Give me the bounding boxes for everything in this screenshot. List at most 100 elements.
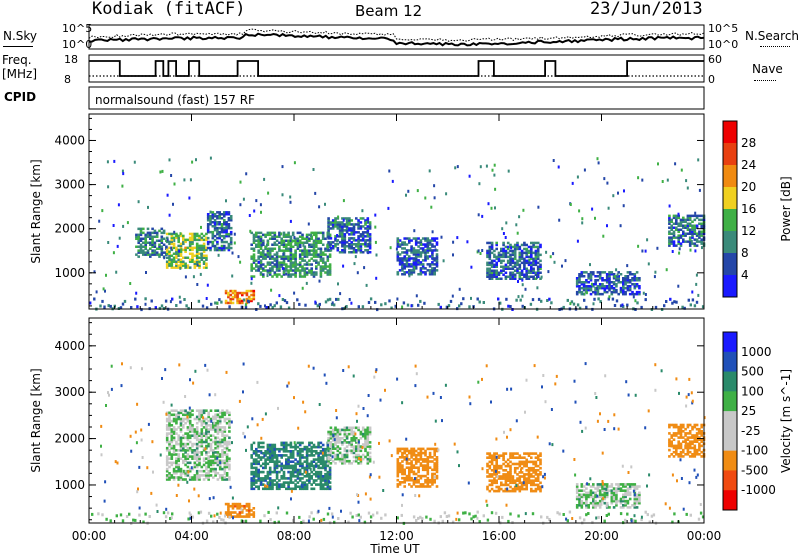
data-cell — [580, 273, 584, 276]
data-cell — [539, 243, 542, 247]
data-cell — [539, 245, 542, 249]
data-cell — [398, 261, 402, 264]
data-cell — [328, 265, 332, 268]
data-cell — [500, 466, 503, 470]
data-cell — [209, 248, 212, 252]
data-cell — [273, 235, 277, 238]
data-cell — [536, 275, 540, 278]
data-cell — [624, 493, 627, 497]
data-cell — [585, 291, 588, 295]
data-cell — [266, 472, 270, 476]
data-cell — [139, 227, 143, 231]
data-cell — [511, 475, 515, 478]
data-cell — [523, 241, 526, 245]
data-cell — [341, 441, 344, 444]
data-cell — [691, 440, 694, 443]
data-cell — [357, 221, 360, 224]
data-cell — [431, 468, 434, 472]
data-cell — [686, 214, 690, 218]
data-cell — [617, 275, 620, 278]
data-cell — [690, 239, 693, 243]
data-cell — [410, 466, 413, 469]
data-cell — [410, 449, 413, 453]
data-cell — [587, 512, 590, 515]
data-cell — [228, 305, 231, 309]
data-cell — [220, 226, 224, 230]
data-cell — [214, 438, 217, 442]
data-cell — [507, 519, 510, 523]
data-cell — [205, 467, 208, 471]
data-cell — [638, 493, 641, 497]
data-cell — [341, 459, 344, 463]
data-cell — [212, 463, 215, 467]
data-cell — [205, 519, 209, 523]
data-cell — [257, 245, 260, 248]
data-cell — [220, 230, 224, 234]
data-cell — [359, 227, 363, 230]
data-cell — [428, 273, 432, 276]
data-cell — [677, 425, 680, 429]
data-cell — [250, 269, 253, 272]
data-cell — [412, 458, 416, 461]
data-cell — [175, 453, 178, 456]
data-cell — [594, 506, 597, 509]
data-cell — [178, 295, 181, 299]
data-cell — [493, 473, 496, 476]
data-cell — [539, 271, 542, 274]
data-cell — [139, 245, 143, 248]
data-cell — [273, 259, 277, 262]
data-cell — [268, 255, 272, 258]
data-cell — [177, 264, 180, 267]
data-cell — [315, 261, 318, 264]
data-cell — [495, 466, 498, 470]
data-cell — [182, 238, 185, 242]
data-cell — [589, 485, 593, 488]
data-cell — [330, 512, 334, 516]
data-cell — [296, 237, 300, 240]
data-cell — [592, 271, 595, 274]
data-cell — [530, 460, 533, 464]
data-cell — [321, 261, 325, 264]
data-cell — [700, 230, 703, 233]
data-cell — [366, 430, 370, 434]
data-cell — [193, 262, 197, 265]
data-cell — [195, 444, 199, 448]
data-cell — [164, 515, 168, 519]
data-cell — [520, 466, 524, 470]
data-cell — [319, 462, 323, 466]
data-cell — [312, 454, 316, 457]
data-cell — [622, 495, 625, 499]
data-cell — [324, 447, 327, 451]
data-cell — [280, 454, 283, 457]
data-cell — [396, 271, 400, 274]
data-cell — [548, 518, 551, 521]
data-cell — [348, 459, 351, 463]
data-cell — [231, 502, 235, 506]
data-cell — [412, 269, 416, 272]
data-cell — [679, 423, 683, 427]
data-cell — [187, 517, 190, 521]
data-cell — [273, 450, 277, 453]
data-cell — [622, 497, 625, 501]
data-cell — [225, 421, 229, 425]
data-cell — [589, 275, 593, 278]
data-cell — [216, 430, 220, 433]
data-cell — [198, 451, 201, 454]
data-cell — [282, 252, 285, 256]
data-cell — [289, 243, 293, 246]
data-cell — [693, 448, 697, 452]
data-cell — [165, 467, 169, 471]
data-cell — [686, 453, 690, 456]
data-cell — [619, 512, 623, 516]
data-cell — [207, 469, 210, 473]
data-cell — [298, 485, 302, 488]
data-cell — [599, 300, 602, 304]
data-cell — [679, 432, 683, 435]
data-cell — [218, 232, 221, 236]
data-cell — [172, 472, 176, 475]
data-cell — [198, 444, 201, 448]
data-cell — [405, 453, 409, 457]
data-cell — [646, 238, 649, 242]
data-cell — [162, 229, 166, 233]
data-cell — [343, 441, 347, 444]
